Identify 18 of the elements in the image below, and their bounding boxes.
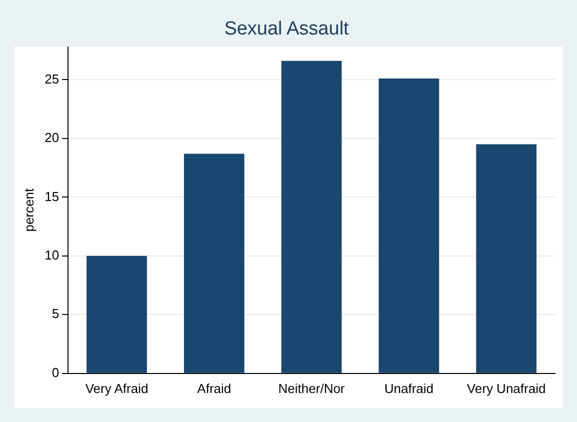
bar bbox=[476, 144, 536, 373]
y-tick-label: 15 bbox=[44, 188, 60, 204]
x-tick-label: Very Afraid bbox=[85, 380, 148, 396]
x-tick-label: Unafraid bbox=[384, 380, 434, 396]
y-tick-label: 5 bbox=[52, 306, 60, 322]
y-tick-label: 0 bbox=[52, 364, 60, 380]
x-tick-label: Very Unafraid bbox=[466, 380, 546, 396]
bar bbox=[184, 154, 244, 373]
x-tick-label: Afraid bbox=[197, 380, 232, 396]
x-tick-label: Neither/Nor bbox=[278, 380, 346, 396]
y-axis-title: percent bbox=[21, 188, 36, 232]
y-tick-label: 25 bbox=[44, 71, 60, 86]
bar bbox=[86, 256, 147, 373]
y-tick-label: 20 bbox=[44, 130, 60, 146]
bar bbox=[378, 78, 440, 373]
y-tick-label: 10 bbox=[44, 247, 60, 262]
bar bbox=[281, 60, 342, 373]
chart-title: Sexual Assault bbox=[224, 18, 350, 40]
